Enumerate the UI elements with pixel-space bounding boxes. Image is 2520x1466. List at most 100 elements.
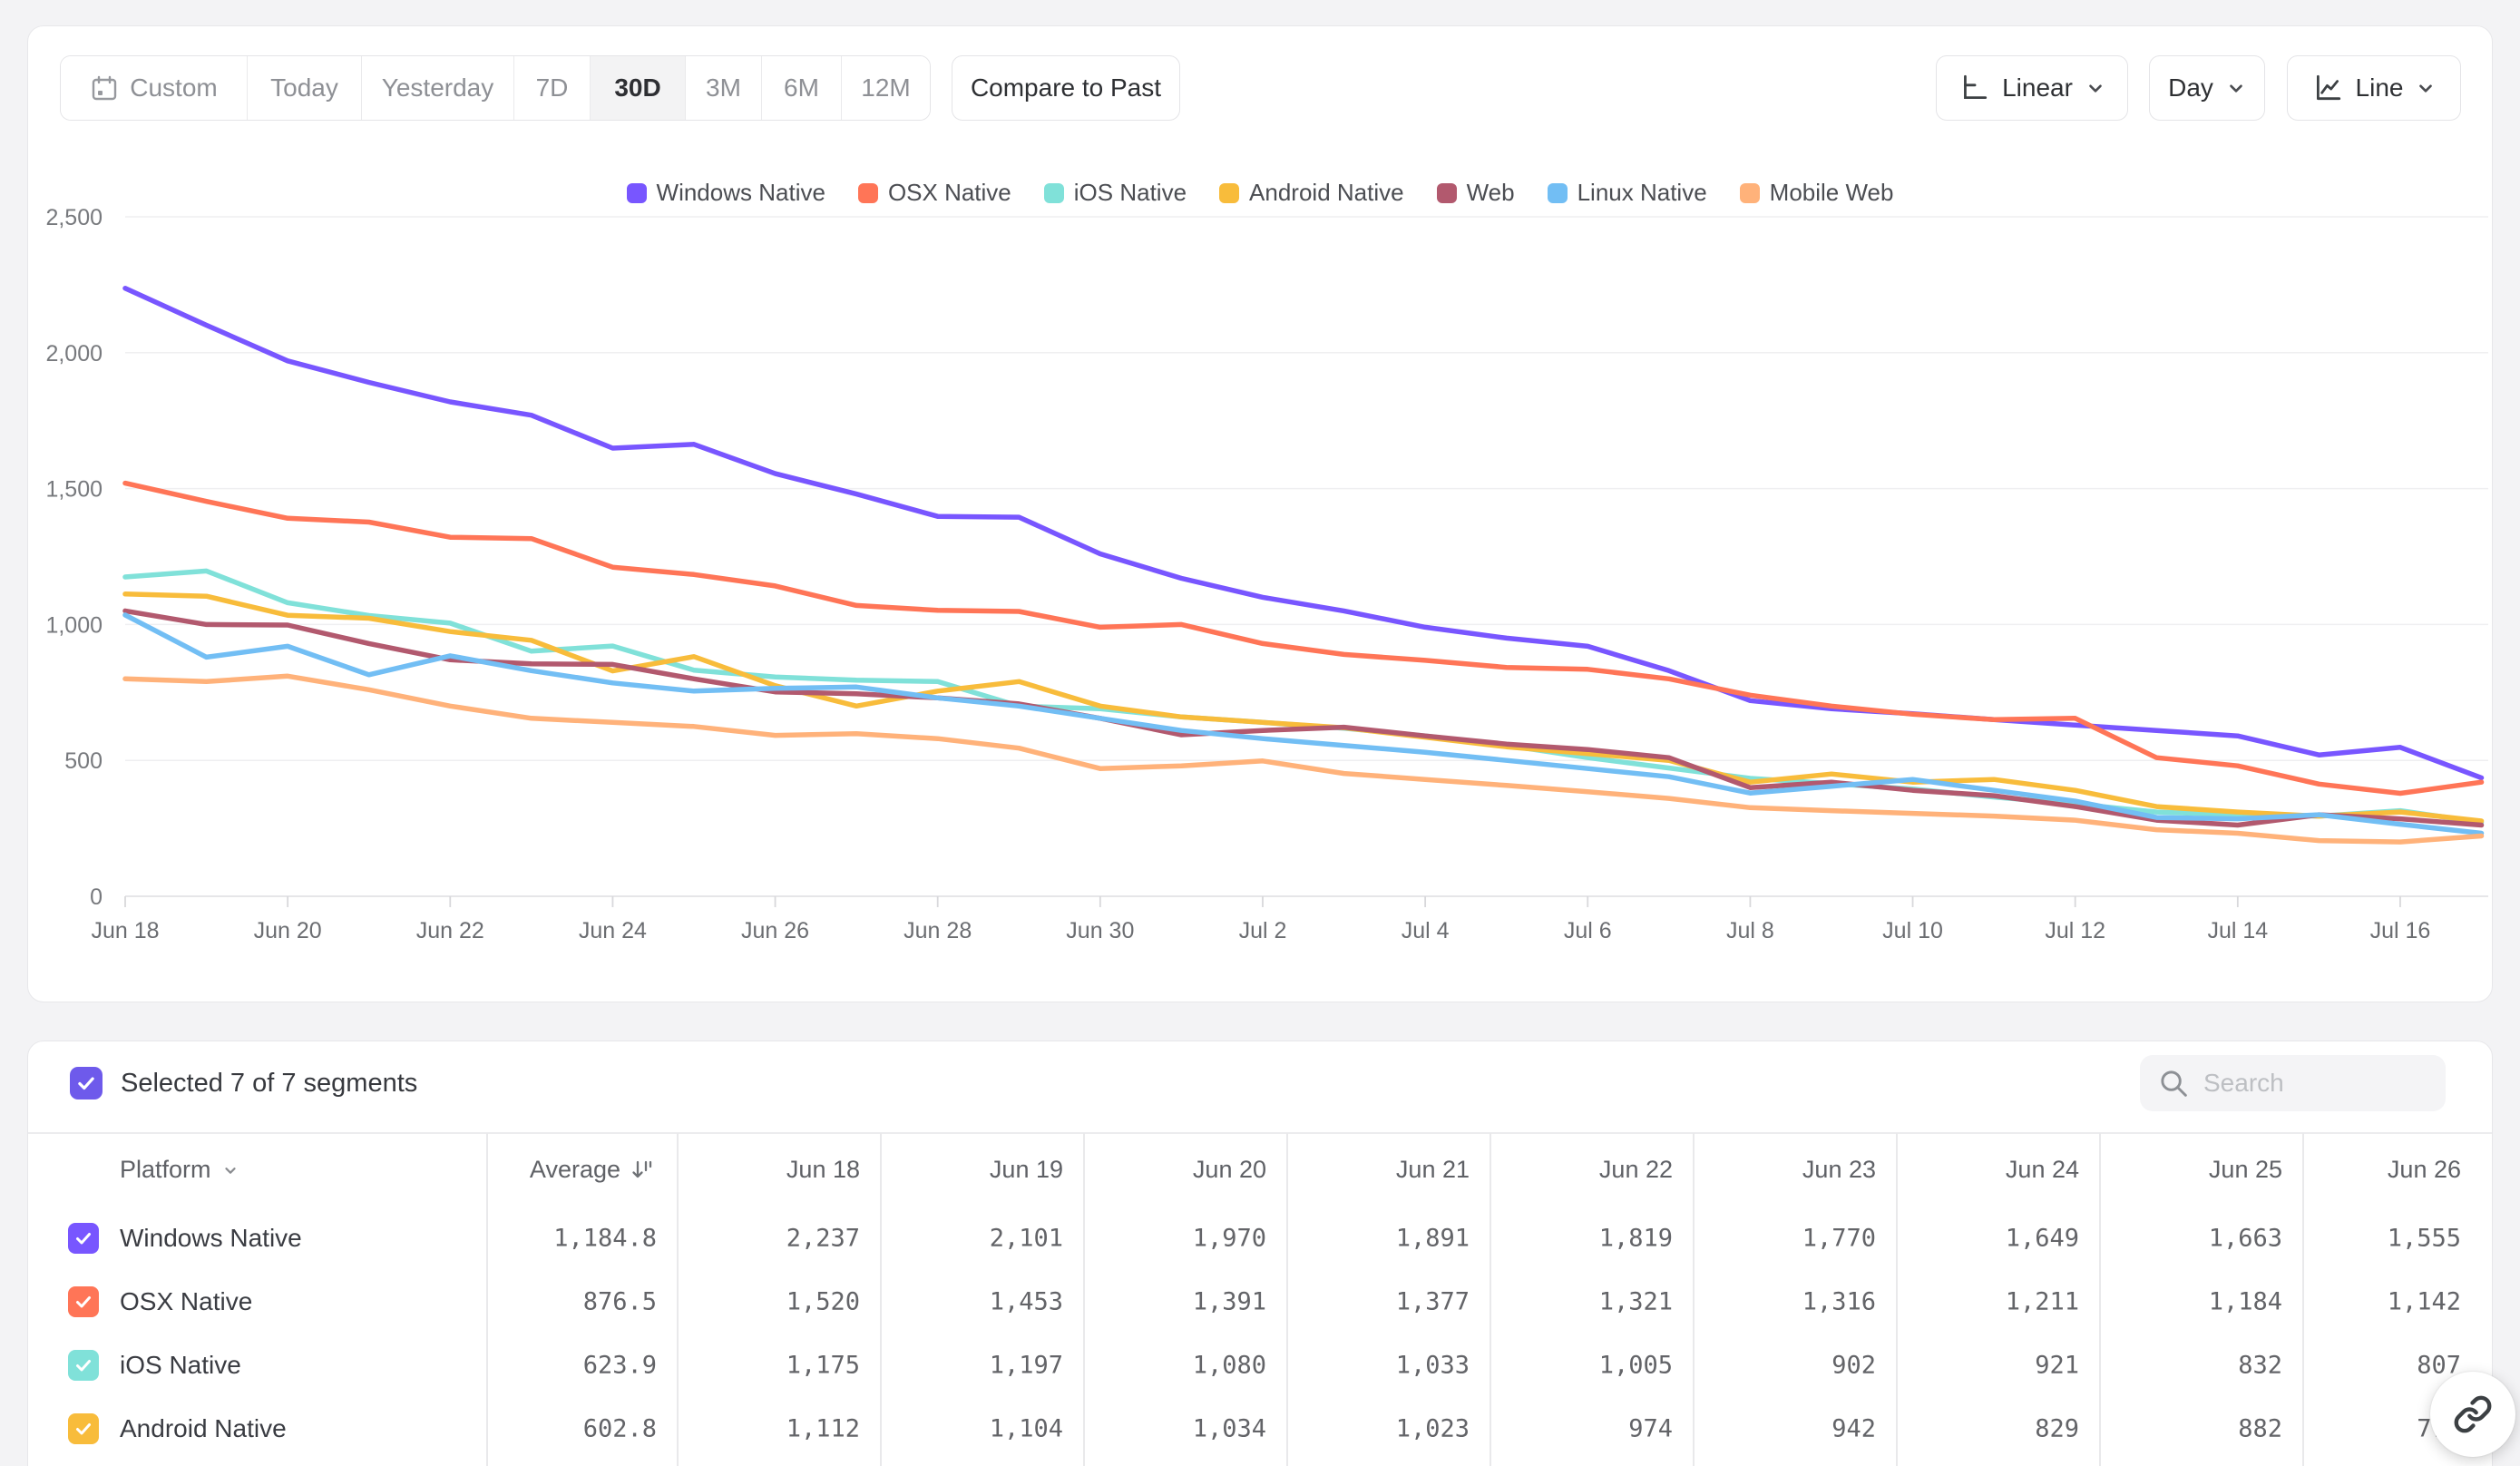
column-header-jun-21[interactable]: Jun 21 bbox=[1395, 1156, 1470, 1183]
checkmark-icon bbox=[76, 1296, 91, 1308]
range-custom-button[interactable]: Custom bbox=[61, 56, 248, 120]
cell-value: 902 bbox=[1831, 1351, 1876, 1380]
y-axis-label: 500 bbox=[64, 748, 103, 774]
x-axis-label: Jul 14 bbox=[2207, 918, 2268, 943]
row-checkbox[interactable] bbox=[68, 1286, 99, 1317]
cell-value: 1,891 bbox=[1395, 1224, 1470, 1253]
platform-name: Android Native bbox=[120, 1414, 287, 1442]
interval-dropdown-button[interactable]: Day bbox=[2149, 55, 2265, 121]
legend-label: OSX Native bbox=[887, 179, 1011, 206]
cell-value: 921 bbox=[2035, 1351, 2079, 1380]
column-header-jun-25[interactable]: Jun 25 bbox=[2208, 1156, 2282, 1183]
range-today-button[interactable]: Today bbox=[248, 56, 362, 120]
selection-summary-bar: Selected 7 of 7 segments bbox=[28, 1041, 2492, 1132]
row-checkbox[interactable] bbox=[68, 1350, 99, 1381]
range-label: Yesterday bbox=[381, 73, 494, 102]
cell-value: 1,184 bbox=[2208, 1287, 2282, 1316]
cell-value: 1,033 bbox=[1395, 1351, 1470, 1380]
legend-swatch bbox=[1043, 182, 1064, 203]
x-axis-label: Jun 28 bbox=[903, 918, 972, 943]
column-header-jun-23[interactable]: Jun 23 bbox=[1802, 1156, 1876, 1183]
row-checkbox[interactable] bbox=[68, 1223, 99, 1254]
series-line-mobile-web bbox=[122, 673, 2485, 845]
search-input[interactable] bbox=[2203, 1069, 2421, 1098]
cell-value: 2,101 bbox=[989, 1224, 1063, 1253]
checkmark-icon bbox=[76, 1423, 91, 1435]
table-row-windows-native[interactable]: Windows Native 1,184.8 2,237 2,101 1,970 1,89… bbox=[28, 1207, 2492, 1270]
column-header-jun-24[interactable]: Jun 24 bbox=[2005, 1156, 2079, 1183]
chevron-down-icon bbox=[224, 1167, 236, 1174]
legend-item-linux-native[interactable]: Linux Native bbox=[1547, 179, 1707, 207]
range-label: 12M bbox=[861, 73, 911, 102]
legend-item-osx-native[interactable]: OSX Native bbox=[857, 179, 1011, 207]
y-axis-label: 2,500 bbox=[45, 205, 103, 230]
cell-value: 1,080 bbox=[1192, 1351, 1266, 1380]
legend-item-mobile-web[interactable]: Mobile Web bbox=[1739, 179, 1894, 207]
range-label: 6M bbox=[784, 73, 819, 102]
row-checkbox[interactable] bbox=[68, 1413, 99, 1444]
chevron-down-icon bbox=[2416, 78, 2436, 98]
x-axis-label: Jun 18 bbox=[91, 918, 159, 943]
sort-descending-icon bbox=[632, 1160, 652, 1178]
checkmark-icon bbox=[76, 1360, 91, 1372]
legend-item-ios-native[interactable]: iOS Native bbox=[1043, 179, 1187, 207]
column-header-jun-26[interactable]: Jun 26 bbox=[2387, 1156, 2461, 1183]
range-label: 7D bbox=[535, 73, 569, 102]
compare-to-past-button[interactable]: Compare to Past bbox=[952, 55, 1180, 121]
range-7d-button[interactable]: 7D bbox=[514, 56, 591, 120]
table-header-divider bbox=[28, 1132, 2492, 1134]
legend-label: Mobile Web bbox=[1769, 179, 1894, 206]
series-line-linux-native bbox=[122, 612, 2485, 836]
legend-item-windows-native[interactable]: Windows Native bbox=[626, 179, 825, 207]
platform-name: iOS Native bbox=[120, 1351, 241, 1379]
y-axis-label: 2,000 bbox=[45, 341, 103, 366]
table-row-osx-native[interactable]: OSX Native 876.5 1,520 1,453 1,391 1,377 1,321… bbox=[28, 1270, 2492, 1334]
platform-name: Windows Native bbox=[120, 1224, 302, 1252]
cell-value: 1,453 bbox=[989, 1287, 1063, 1316]
range-yesterday-button[interactable]: Yesterday bbox=[362, 56, 514, 120]
series-line-web bbox=[122, 608, 2485, 828]
legend-swatch bbox=[1436, 182, 1457, 203]
legend-swatch bbox=[857, 182, 878, 203]
cell-value: 1,005 bbox=[1598, 1351, 1673, 1380]
legend-item-android-native[interactable]: Android Native bbox=[1219, 179, 1404, 207]
chart-type-dropdown-button[interactable]: Line bbox=[2287, 55, 2461, 121]
linear-axis-icon bbox=[1958, 73, 1989, 103]
chart-card: Custom Today Yesterday 7D 30D 3M 6M 12M Compare… bbox=[27, 25, 2493, 1002]
scale-dropdown-button[interactable]: Linear bbox=[1936, 55, 2128, 121]
cell-value: 1,211 bbox=[2005, 1287, 2079, 1316]
segments-table-card: Selected 7 of 7 segments Platform Average… bbox=[27, 1041, 2493, 1466]
share-link-button[interactable] bbox=[2430, 1372, 2515, 1457]
select-all-checkbox[interactable] bbox=[70, 1067, 103, 1100]
cell-value: 1,663 bbox=[2208, 1224, 2282, 1253]
calendar-icon bbox=[93, 75, 117, 101]
legend-label: Linux Native bbox=[1577, 179, 1707, 206]
legend-label: iOS Native bbox=[1073, 179, 1187, 206]
cell-value: 1,175 bbox=[786, 1351, 860, 1380]
x-axis-label: Jul 10 bbox=[1882, 918, 1943, 943]
column-header-jun-18[interactable]: Jun 18 bbox=[786, 1156, 860, 1183]
legend-item-web[interactable]: Web bbox=[1436, 179, 1515, 207]
series-line-osx-native bbox=[122, 480, 2485, 797]
legend-swatch bbox=[1739, 182, 1760, 203]
column-header-jun-19[interactable]: Jun 19 bbox=[989, 1156, 1063, 1183]
table-row-ios-native[interactable]: iOS Native 623.9 1,175 1,197 1,080 1,033 1,005… bbox=[28, 1334, 2492, 1397]
range-12m-button[interactable]: 12M bbox=[842, 56, 930, 120]
cell-value: 1,112 bbox=[786, 1414, 860, 1443]
column-header-average[interactable]: Average bbox=[486, 1133, 657, 1207]
range-3m-button[interactable]: 3M bbox=[686, 56, 762, 120]
cell-value: 1,391 bbox=[1192, 1287, 1266, 1316]
chart-legend: Windows Native OSX Native iOS Native Androi… bbox=[28, 179, 2492, 207]
series-line-windows-native bbox=[122, 286, 2485, 781]
range-30d-button[interactable]: 30D bbox=[591, 56, 686, 120]
column-header-jun-20[interactable]: Jun 20 bbox=[1192, 1156, 1266, 1183]
column-header-jun-22[interactable]: Jun 22 bbox=[1598, 1156, 1673, 1183]
range-6m-button[interactable]: 6M bbox=[762, 56, 842, 120]
platform-name: OSX Native bbox=[120, 1287, 253, 1315]
average-value: 623.9 bbox=[582, 1351, 657, 1380]
table-row-android-native[interactable]: Android Native 602.8 1,112 1,104 1,034 1,023 9… bbox=[28, 1397, 2492, 1461]
average-value: 602.8 bbox=[582, 1414, 657, 1443]
column-header-platform[interactable]: Platform bbox=[120, 1133, 239, 1207]
chart-type-dropdown-label: Line bbox=[2355, 73, 2404, 102]
